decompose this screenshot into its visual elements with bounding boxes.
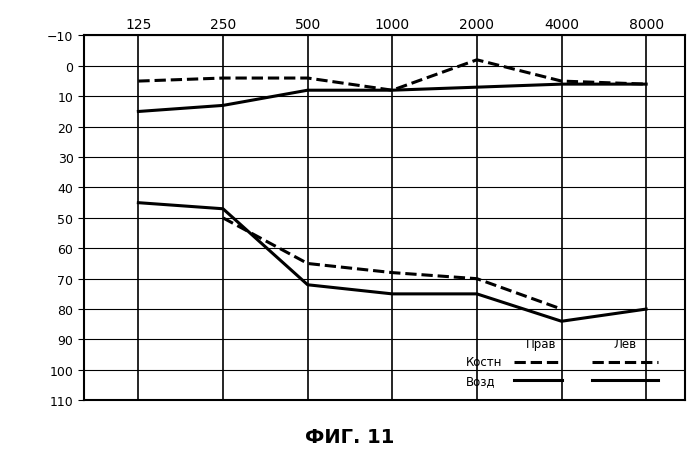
Text: Возд: Возд [466,374,495,387]
Text: Костн: Костн [466,356,502,369]
Text: ФИГ. 11: ФИГ. 11 [305,427,394,446]
Text: Лев: Лев [613,338,637,350]
Text: Прав: Прав [526,338,556,350]
